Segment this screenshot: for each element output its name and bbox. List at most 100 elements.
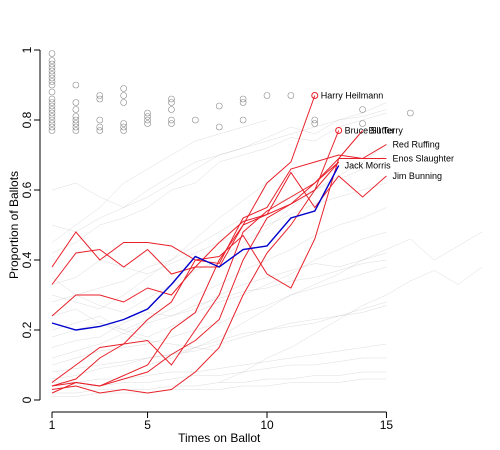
dropoff-circle [239,116,247,124]
dropoff-circle [120,85,127,92]
dropoff-circle [48,127,56,134]
dropoff-circle [72,120,80,127]
dropoff-circles-group [48,50,414,134]
dropoff-circle [311,116,319,124]
series-end-circle [311,92,319,99]
dropoff-circle [311,120,319,127]
dropoff-circle [96,127,104,134]
dropoff-circle [239,95,247,103]
dropoff-circle [48,50,56,57]
highlighted-series-line [51,130,340,317]
background-series-line [51,259,387,359]
background-series-line [51,231,387,338]
series-end-circle [335,127,343,134]
dropoff-circle [168,106,175,113]
dropoff-circle [48,106,56,113]
dropoff-circle [48,57,56,64]
dropoff-circle [48,88,56,96]
dropoff-circle [72,99,80,106]
background-series-line [51,112,387,254]
dropoff-circle [144,109,151,117]
dropoff-circle [72,127,80,134]
dropoff-circle [72,113,80,120]
background-series-line [52,371,387,394]
highlighted-series-line [51,144,387,387]
y-tick-label: 0.4 [20,251,34,268]
dropoff-circle [168,120,175,127]
series-name-label: Enos Slaughter [392,154,454,164]
background-series-line [51,357,387,390]
dropoff-circle [120,123,127,131]
x-axis-title: Times on Ballot [178,431,261,445]
dropoff-circle [72,106,80,113]
x-tick-label: 10 [260,418,274,432]
dropoff-circle [144,113,151,120]
dropoff-circle [96,95,104,103]
background-series-line [52,378,387,397]
dropoff-circle [48,81,56,89]
highlighted-series-group [51,92,387,394]
highlighted-series-line [51,95,316,394]
dropoff-circle [215,102,223,110]
dropoff-circle [48,71,56,78]
dropoff-circle [192,116,199,124]
blue-series-group [51,165,340,331]
y-tick-label: 1 [20,46,34,53]
highlighted-series-line [51,171,387,285]
background-series-line [51,182,268,310]
background-series-line [51,207,387,331]
background-series-line [51,301,387,380]
background-series-line [52,343,387,383]
background-series-line [219,266,483,383]
background-series-line [51,109,387,208]
dropoff-circle [263,92,271,99]
dropoff-circle [168,95,175,103]
y-tick-label: 0 [20,396,34,403]
y-tick-label: 0.2 [20,321,34,338]
series-name-label: Bruce Sutter [345,126,395,136]
dropoff-circle [407,109,414,117]
y-axis-title: Proportion of Ballots [7,171,21,279]
dropoff-circle [48,95,56,103]
series-name-label: Bill Terry [369,126,404,136]
dropoff-circle [48,116,56,124]
dropoff-circle [215,123,223,131]
series-name-label: Harry Heilmann [321,91,384,101]
highlighted-series-line [51,161,340,383]
dropoff-circle [144,116,151,124]
dropoff-circle [96,92,104,99]
background-series-line [51,322,220,352]
dropoff-circle [287,92,295,99]
highlighted-series-line [51,161,340,394]
dropoff-circle [48,64,56,71]
dropoff-circle [359,120,366,127]
dropoff-circle [120,120,127,127]
background-series-line [51,102,387,233]
dropoff-circle [48,102,56,110]
dropoff-circle [168,99,175,106]
dropoff-circle [359,106,366,113]
dropoff-circle [72,81,80,89]
dropoff-circle [72,116,80,124]
dropoff-circle [48,60,56,68]
dropoff-circle [96,116,104,124]
x-tick-label: 5 [144,418,151,432]
blue-series-line [51,165,340,331]
background-series-line [51,119,268,243]
background-series-line [51,266,387,366]
dropoff-circle [120,92,127,99]
dropoff-circle [120,99,127,106]
y-tick-label: 0.8 [20,111,34,128]
y-tick-label: 0.6 [20,181,34,198]
highlighted-series-line [51,158,387,289]
dropoff-circle [96,123,104,131]
dropoff-circle [239,99,247,106]
dropoff-circle [72,123,80,131]
background-series-line [51,305,387,373]
series-name-label: Jim Bunning [392,171,442,181]
background-series-line [51,154,387,296]
